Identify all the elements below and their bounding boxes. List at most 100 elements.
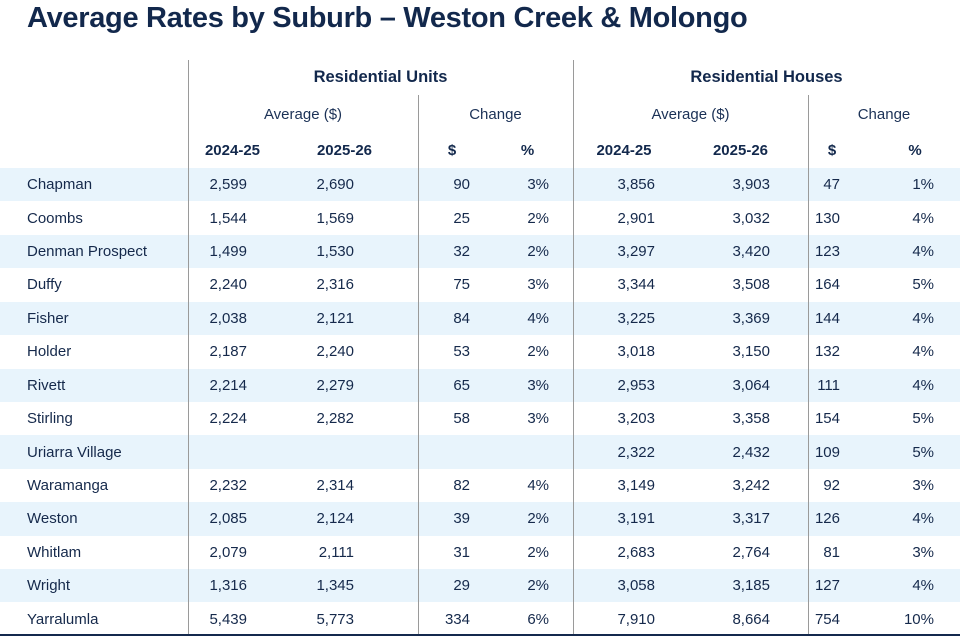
- houses-group-header: Residential Houses: [690, 68, 843, 86]
- suburb-cell: Holder: [27, 343, 72, 361]
- value-cell: 39: [453, 510, 470, 528]
- value-cell: 4%: [912, 343, 934, 361]
- value-cell: 334: [444, 610, 470, 628]
- value-cell: 3,149: [617, 477, 655, 494]
- value-cell: 32: [453, 243, 470, 261]
- value-cell: 2,690: [316, 176, 354, 194]
- value-cell: 3%: [527, 376, 549, 394]
- suburb-cell: Rivett: [27, 376, 66, 394]
- value-cell: 2,085: [209, 510, 247, 528]
- value-cell: 2,187: [209, 343, 247, 361]
- value-cell: 111: [817, 376, 840, 394]
- value-cell: 3,032: [732, 209, 770, 227]
- value-cell: 126: [814, 510, 840, 528]
- value-cell: 58: [453, 410, 470, 428]
- column-header-row: 2024-25 2025-26 $ % 2024-25 2025-26 $ %: [0, 133, 960, 168]
- value-cell: 4%: [527, 309, 549, 327]
- suburb-cell: Fisher: [27, 309, 69, 327]
- value-cell: 90: [453, 176, 470, 194]
- suburb-header-spacer: [0, 133, 188, 168]
- value-cell: 2,224: [209, 410, 247, 428]
- value-cell: 2,124: [316, 510, 354, 528]
- suburb-cell: Chapman: [27, 176, 93, 194]
- rates-table: Residential Units Residential Houses Ave…: [0, 60, 960, 636]
- houses-percent-header: %: [908, 142, 922, 159]
- suburb-cell: Weston: [27, 510, 78, 528]
- page-title: Average Rates by Suburb – Weston Creek &…: [27, 2, 748, 34]
- value-cell: 75: [453, 276, 470, 294]
- value-cell: 3,358: [732, 410, 770, 428]
- value-cell: 1,316: [209, 577, 247, 595]
- value-cell: 2,599: [209, 176, 247, 194]
- column-divider: [418, 95, 419, 634]
- value-cell: 144: [814, 309, 840, 327]
- houses-year2-header: 2025-26: [712, 142, 769, 159]
- value-cell: 132: [814, 343, 840, 361]
- value-cell: 47: [823, 176, 840, 194]
- value-cell: 3%: [527, 410, 549, 428]
- value-cell: 31: [453, 543, 470, 561]
- value-cell: 82: [453, 477, 470, 494]
- value-cell: 2%: [527, 209, 549, 227]
- column-divider: [573, 60, 574, 634]
- suburb-header-spacer: [0, 95, 188, 133]
- value-cell: 2%: [527, 243, 549, 261]
- table-row: Chapman 2,599 2,690 90 3% 3,856 3,903 47 1%: [0, 168, 960, 202]
- value-cell: 6%: [527, 610, 549, 628]
- value-cell: 5%: [912, 276, 934, 294]
- table-row: Waramanga 2,232 2,314 82 4% 3,149 3,242 92 3%: [0, 469, 960, 502]
- value-cell: 81: [823, 543, 840, 561]
- table-row: Uriarra Village 2,322 2,432 109 5%: [0, 435, 960, 469]
- value-cell: 2,121: [316, 309, 354, 327]
- value-cell: 2,111: [318, 543, 354, 561]
- houses-change-header: Change: [857, 105, 911, 123]
- value-cell: 25: [453, 209, 470, 227]
- value-cell: 154: [814, 410, 840, 428]
- units-dollar-header: $: [447, 142, 457, 159]
- value-cell: 5,773: [316, 610, 354, 628]
- column-divider: [188, 60, 189, 634]
- group-header-row: Residential Units Residential Houses: [0, 60, 960, 95]
- value-cell: 3%: [527, 276, 549, 294]
- value-cell: [496, 435, 573, 468]
- suburb-cell: Uriarra Village: [27, 443, 122, 461]
- units-group-header: Residential Units: [313, 68, 448, 86]
- value-cell: 127: [814, 577, 840, 595]
- value-cell: 2,282: [316, 410, 354, 428]
- value-cell: 1,499: [209, 243, 247, 261]
- table-row: Yarralumla 5,439 5,773 334 6% 7,910 8,664 754 10…: [0, 602, 960, 635]
- table-row: Duffy 2,240 2,316 75 3% 3,344 3,508 164 5%: [0, 268, 960, 301]
- value-cell: 3,058: [617, 577, 655, 595]
- value-cell: 4%: [912, 243, 934, 261]
- table-row: Fisher 2,038 2,121 84 4% 3,225 3,369 144 4%: [0, 301, 960, 336]
- suburb-header-spacer: [0, 60, 188, 95]
- sub-header-row: Average ($) Change Average ($) Change: [0, 95, 960, 133]
- table-row: Stirling 2,224 2,282 58 3% 3,203 3,358 154 5%: [0, 402, 960, 435]
- value-cell: 4%: [912, 309, 934, 327]
- table-bottom-border: [0, 634, 960, 636]
- houses-year1-header: 2024-25: [596, 142, 652, 159]
- value-cell: 7,910: [617, 610, 655, 628]
- value-cell: 3,191: [617, 510, 655, 528]
- value-cell: 754: [814, 610, 840, 628]
- value-cell: 1,530: [316, 243, 354, 261]
- houses-dollar-header: $: [827, 142, 837, 159]
- value-cell: 5,439: [209, 610, 247, 628]
- suburb-cell: Coombs: [27, 209, 83, 227]
- value-cell: 5%: [912, 443, 934, 461]
- value-cell: 2,953: [617, 376, 655, 394]
- value-cell: [418, 435, 496, 468]
- value-cell: 2,901: [617, 209, 655, 227]
- value-cell: 3,018: [617, 343, 655, 361]
- value-cell: 3,064: [732, 376, 770, 394]
- value-cell: 2,683: [617, 543, 655, 561]
- value-cell: 1,345: [316, 577, 354, 595]
- value-cell: 4%: [912, 577, 934, 595]
- value-cell: 5%: [912, 410, 934, 428]
- value-cell: 3%: [527, 176, 549, 194]
- value-cell: 3,297: [617, 243, 655, 261]
- value-cell: 2,432: [732, 443, 770, 461]
- value-cell: 3,225: [617, 309, 655, 327]
- value-cell: 2,038: [209, 309, 247, 327]
- value-cell: 2%: [527, 543, 549, 561]
